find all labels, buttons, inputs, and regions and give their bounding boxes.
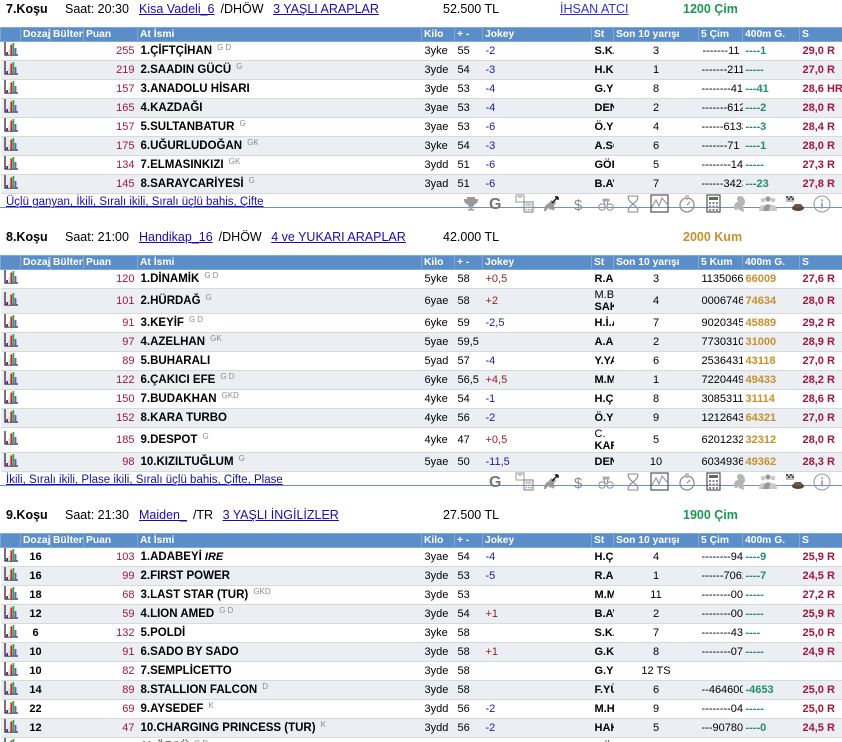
svg-text:G: G [489, 196, 501, 213]
svg-text:$: $ [574, 475, 583, 492]
svg-text:$: $ [574, 197, 583, 214]
svg-text:G: G [489, 474, 501, 491]
